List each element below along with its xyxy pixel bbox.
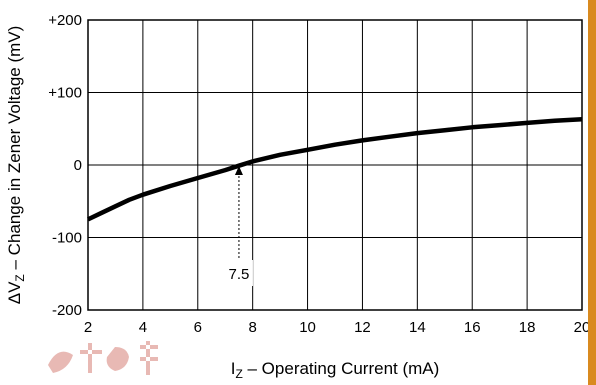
tick-labels: 2 4 6 8 10 12 14 16 18 20 -200 -100 0 +100 +200 [48,12,590,336]
annotation-arrow-head [234,166,243,175]
y-tick-label: 0 [74,157,82,174]
series-line [87,117,583,222]
y-tick-label: +100 [48,85,82,102]
x-tick-label: 10 [299,319,316,336]
x-tick-label: 14 [409,319,426,336]
x-axis-label: IZ – Operating Current (mA) [231,359,440,381]
annotation-label: 7.5 [229,266,250,283]
annotation: 7.5 [224,166,253,286]
x-tick-label: 2 [84,319,92,336]
watermark-logo [48,341,158,375]
grid [87,19,583,311]
x-tick-label: 6 [194,319,202,336]
x-tick-label: 8 [248,319,256,336]
accent-bar [588,0,596,385]
y-tick-label: -100 [52,230,82,247]
y-tick-label: -200 [52,302,82,319]
series [87,117,583,222]
annotation-box [224,260,253,286]
x-tick-label: 18 [519,319,536,336]
y-axis-label: ΔVZ – Change in Zener Voltage (mV) [5,26,27,305]
x-tick-label: 16 [464,319,481,336]
plot-frame [87,19,583,311]
y-tick-label: +200 [48,12,82,29]
x-tick-label: 12 [354,319,371,336]
x-tick-label: 4 [139,319,147,336]
x-tick-label: 20 [574,319,591,336]
